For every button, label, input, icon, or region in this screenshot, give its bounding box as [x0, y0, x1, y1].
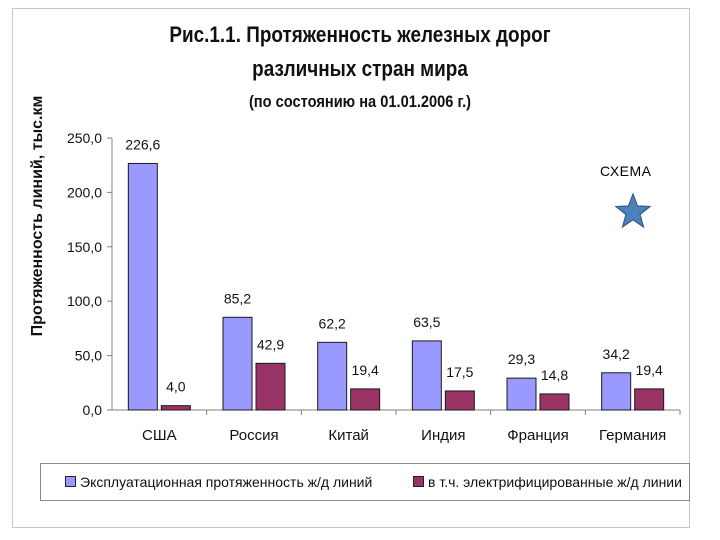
bar-series-1 — [411, 340, 442, 411]
y-tick-label: 250,0 — [67, 130, 102, 146]
legend-swatch-series-1 — [65, 476, 76, 487]
bar-series-2 — [539, 393, 570, 411]
x-tick-label: Китай — [328, 427, 369, 444]
bar-series-1 — [506, 377, 537, 411]
bar-series-1 — [317, 341, 348, 411]
data-label-series-2: 19,4 — [352, 362, 379, 378]
data-label-series-2: 14,8 — [541, 367, 568, 383]
x-tick-label: Россия — [229, 427, 278, 444]
chart-title-line-3: (по состоянию на 01.01.2006 г.) — [248, 92, 472, 111]
legend-item-series-1: Эксплуатационная протяженность ж/д линий — [65, 474, 372, 490]
legend-label-series-1: Эксплуатационная протяженность ж/д линий — [80, 474, 373, 490]
chart-frame — [12, 8, 690, 528]
bar-series-2 — [444, 390, 475, 411]
data-label-series-2: 19,4 — [636, 362, 663, 378]
chart-title-line-1: Рис.1.1. Протяженность железных дорог — [169, 22, 551, 47]
x-tick-label: Германия — [599, 427, 666, 444]
star-icon — [614, 193, 652, 229]
legend-label-series-2: в т.ч. электрифицированные ж/д линии — [428, 474, 682, 490]
x-tick-label: Индия — [421, 427, 465, 444]
data-label-series-1: 63,5 — [413, 314, 440, 330]
x-tick-label: Франция — [507, 427, 568, 444]
y-tick-label: 150,0 — [67, 239, 102, 255]
bar-series-2 — [255, 362, 286, 411]
data-label-series-1: 85,2 — [224, 290, 251, 306]
x-tick-label: США — [142, 427, 177, 444]
data-label-series-1: 34,2 — [603, 346, 630, 362]
chart-title-line-2: различных стран мира — [252, 56, 468, 81]
bar-series-1 — [601, 372, 632, 411]
bar-series-1 — [222, 316, 253, 411]
bar-series-2 — [160, 405, 191, 411]
y-tick-label: 50,0 — [75, 348, 102, 364]
bar-series-2 — [634, 388, 665, 411]
bar-series-1 — [127, 162, 158, 411]
y-tick-label: 200,0 — [67, 184, 102, 200]
schema-label: СХЕМА — [600, 163, 652, 179]
y-tick-label: 0,0 — [83, 402, 103, 418]
data-label-series-2: 17,5 — [446, 364, 473, 380]
data-label-series-2: 4,0 — [166, 379, 186, 395]
legend-item-series-2: в т.ч. электрифицированные ж/д линии — [413, 474, 682, 490]
data-label-series-1: 226,6 — [125, 136, 160, 152]
data-label-series-1: 29,3 — [508, 351, 535, 367]
data-label-series-2: 42,9 — [257, 336, 284, 352]
y-tick-label: 100,0 — [67, 293, 102, 309]
chart-legend: Эксплуатационная протяженность ж/д линий… — [40, 463, 690, 501]
data-label-series-1: 62,2 — [319, 315, 346, 331]
bar-series-2 — [350, 388, 381, 411]
legend-swatch-series-2 — [413, 476, 424, 487]
